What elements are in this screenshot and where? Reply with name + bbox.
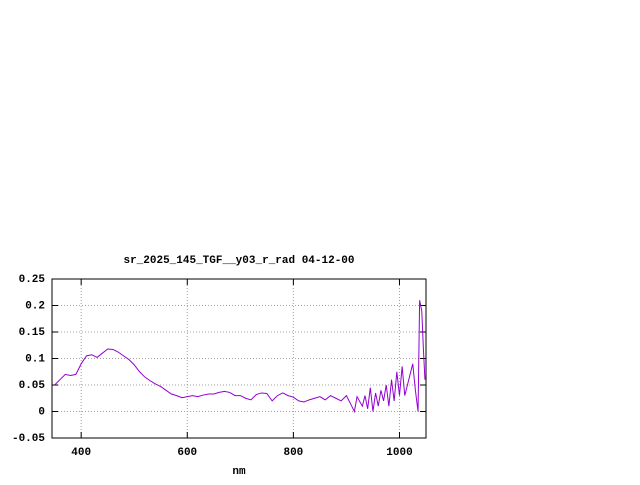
x-tick-label: 600 <box>177 447 197 459</box>
y-tick-label: -0.05 <box>12 433 45 445</box>
x-axis-label: nm <box>232 466 246 478</box>
y-tick-label: 0.25 <box>19 274 46 286</box>
chart-title: sr_2025_145_TGF__y03_r_rad 04-12-00 <box>123 255 354 267</box>
y-tick-label: 0 <box>38 406 45 418</box>
y-tick-label: 0.2 <box>25 300 45 312</box>
plot-frame <box>51 278 427 439</box>
y-tick-label: 0.1 <box>25 353 45 365</box>
x-tick-label: 400 <box>71 447 91 459</box>
data-line <box>54 300 426 414</box>
y-tick-label: 0.15 <box>19 327 46 339</box>
y-tick-label: 0.05 <box>19 380 46 392</box>
x-tick-label: 1000 <box>386 447 412 459</box>
x-tick-label: 800 <box>283 447 303 459</box>
